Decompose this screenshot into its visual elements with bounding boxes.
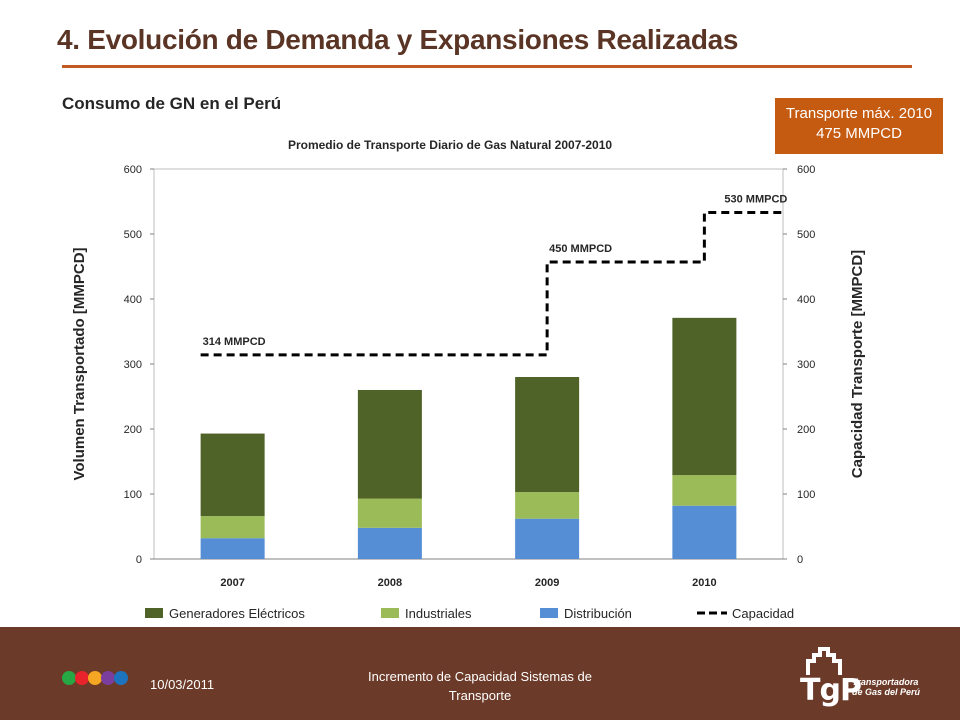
legend: Generadores Eléctricos Industriales Distri…: [145, 606, 794, 621]
callout-line-2: 475 MMPCD: [816, 125, 902, 142]
y-tick-label-right: 200: [797, 424, 815, 436]
y-tick-label-left: 300: [124, 359, 142, 371]
legend-label: Capacidad: [732, 606, 794, 621]
chart: Promedio de Transporte Diario de Gas Nat…: [71, 138, 866, 621]
logo-subtext: Transportadora de Gas del Perú: [852, 677, 920, 697]
footer-dot: [62, 671, 76, 685]
logo-emblem-icon: [806, 647, 842, 675]
x-tick-label: 2008: [378, 577, 402, 589]
footer-date: 10/03/2011: [150, 677, 215, 692]
y-tick-label-right: 300: [797, 359, 815, 371]
slide-subtitle: Consumo de GN en el Perú: [62, 94, 282, 113]
y-tick-label-left: 500: [124, 229, 142, 241]
logo-subtext-line-1: Transportadora: [852, 677, 919, 687]
bar-industriales-2010: [672, 475, 737, 506]
title-underline: [62, 65, 912, 68]
bar-generadores-el-ctricos-2009: [515, 377, 580, 493]
y-tick-label-right: 100: [797, 489, 815, 501]
capacity-label: 450 MMPCD: [549, 243, 612, 255]
bar-industriales-2008: [357, 498, 422, 528]
logo-text: TgP: [800, 673, 862, 708]
y-tick-label-left: 600: [124, 164, 142, 176]
legend-swatch: [540, 608, 558, 618]
legend-label: Industriales: [405, 606, 472, 621]
capacity-line: 314 MMPCD 450 MMPCD 530 MMPCD: [200, 194, 787, 357]
footer-dot: [75, 671, 89, 685]
y-tick-label-left: 200: [124, 424, 142, 436]
bar-generadores-el-ctricos-2008: [357, 390, 422, 499]
y-axis-label-right: Capacidad Transporte [MMPCD]: [849, 250, 866, 478]
capacity-label: 530 MMPCD: [724, 194, 787, 206]
bar-distribuci-n-2009: [515, 518, 580, 559]
legend-swatch: [145, 608, 163, 618]
legend-swatch: [381, 608, 399, 618]
callout-box: Transporte máx. 2010 475 MMPCD: [775, 98, 943, 154]
bar-generadores-el-ctricos-2007: [200, 433, 265, 517]
capacity-step-line: [200, 211, 783, 357]
bar-distribuci-n-2010: [672, 505, 737, 559]
y-axis-label-left: Volumen Transportado [MMPCD]: [71, 247, 88, 480]
chart-title: Promedio de Transporte Diario de Gas Nat…: [288, 138, 612, 152]
footer: 10/03/2011 Incremento de Capacidad Siste…: [0, 627, 960, 720]
bar-generadores-el-ctricos-2010: [672, 317, 737, 476]
footer-dot: [114, 671, 128, 685]
logo-subtext-line-2: de Gas del Perú: [852, 687, 921, 697]
x-tick-label: 2010: [692, 577, 716, 589]
y-tick-label-right: 400: [797, 294, 815, 306]
legend-label: Generadores Eléctricos: [169, 606, 305, 621]
y-tick-label-right: 500: [797, 229, 815, 241]
y-tick-label-left: 0: [136, 554, 142, 566]
footer-dot: [101, 671, 115, 685]
bar-industriales-2009: [515, 492, 580, 519]
y-tick-label-right: 0: [797, 554, 803, 566]
y-tick-label-right: 600: [797, 164, 815, 176]
y-tick-label-left: 400: [124, 294, 142, 306]
x-tick-label: 2007: [220, 577, 244, 589]
bar-distribuci-n-2008: [357, 527, 422, 559]
x-tick-label: 2009: [535, 577, 559, 589]
legend-label: Distribución: [564, 606, 632, 621]
bar-industriales-2007: [200, 516, 265, 539]
bars: [200, 317, 737, 559]
company-logo: TgP Transportadora de Gas del Perú: [800, 647, 940, 708]
slide-title: 4. Evolución de Demanda y Expansiones Re…: [57, 24, 739, 55]
footer-center-text: Incremento de Capacidad Sistemas de Tran…: [367, 669, 592, 703]
y-tick-label-left: 100: [124, 489, 142, 501]
callout-line-1: Transporte máx. 2010: [785, 105, 933, 122]
bar-distribuci-n-2007: [200, 538, 265, 559]
capacity-label: 314 MMPCD: [203, 336, 266, 348]
footer-dot: [88, 671, 102, 685]
